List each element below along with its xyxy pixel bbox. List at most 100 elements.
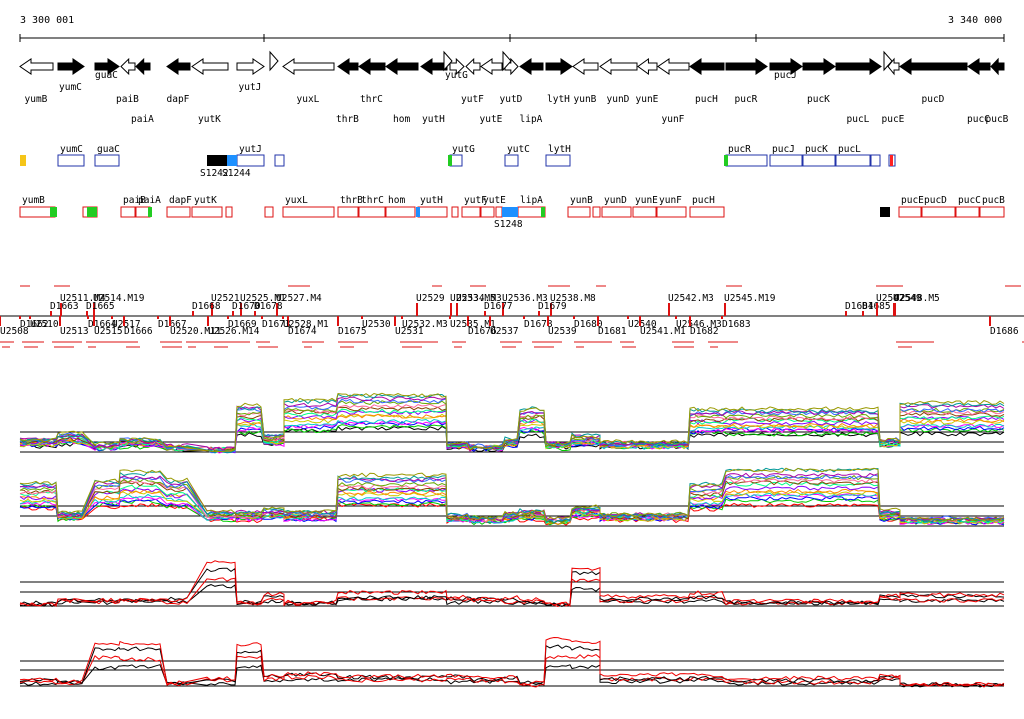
feature-label: U2510	[30, 319, 59, 330]
minus-box	[495, 206, 503, 218]
feature-label: U2542.M3	[668, 293, 714, 304]
plus-box-label: pucR	[728, 144, 751, 155]
minus-mark	[416, 207, 420, 217]
feature-label: D1665	[86, 301, 115, 312]
minus-box	[955, 206, 980, 218]
minus-box	[282, 206, 335, 218]
feature-label: U2531	[395, 326, 424, 337]
gene-label: yumC	[59, 82, 82, 93]
plus-box	[725, 154, 768, 167]
gene-label: pucE	[882, 114, 905, 125]
minus-box	[120, 206, 136, 218]
gene-arrow-yunF	[657, 58, 690, 75]
gene-arrow-yunB	[572, 58, 599, 75]
feature-label: U2535.M1	[450, 319, 496, 330]
expression-trace	[19, 392, 1005, 453]
ruler-start-label: 3 300 001	[20, 15, 74, 26]
minus-box-label: yunE	[635, 195, 658, 206]
plus-mark	[20, 155, 26, 166]
gene-label: pucB	[986, 114, 1009, 125]
feature-label: D1677	[484, 301, 513, 312]
minus-box-label: thrC	[361, 195, 384, 206]
gene-label: lipA	[520, 114, 543, 125]
plus-mark	[207, 155, 227, 166]
feature-label: U2514.M19	[93, 293, 145, 304]
plus-box	[57, 154, 85, 167]
feature-label: D1683	[722, 319, 751, 330]
strand-triangle-icon	[443, 50, 453, 72]
expression-trace	[19, 393, 1005, 454]
minus-box	[135, 206, 151, 218]
gene-arrow-lipA	[519, 58, 544, 75]
feature-label: D1664	[88, 319, 117, 330]
plus-box-label: guaC	[97, 144, 120, 155]
minus-box-label: yunB	[570, 195, 593, 206]
gene-arrow-lytH	[545, 58, 573, 75]
gene-arrow-pucH	[689, 58, 725, 75]
minus-box	[632, 206, 657, 218]
plus-box-label: lytH	[548, 144, 571, 155]
gene-arrow-paiB	[120, 57, 136, 76]
feature-label: D1678	[254, 301, 283, 312]
plus-box	[274, 154, 285, 167]
gene-label: yutH	[422, 114, 445, 125]
strand-triangle-icon	[269, 50, 279, 72]
minus-box-label: pucE	[901, 195, 924, 206]
plus-box-label: yumC	[60, 144, 83, 155]
minus-box	[225, 206, 233, 218]
gene-arrow-yutF	[465, 57, 481, 76]
feature-label: U2528.M1	[283, 319, 329, 330]
feature-label: D1668	[192, 301, 221, 312]
gene-label: thrB	[336, 114, 359, 125]
minus-mark	[50, 207, 57, 217]
minus-box	[461, 206, 481, 218]
plus-box-label: pucL	[838, 144, 861, 155]
minus-box	[689, 206, 725, 218]
minus-box	[191, 206, 223, 218]
gene-arrow-pucK	[802, 58, 836, 75]
minus-box-label: yunF	[659, 195, 682, 206]
gene-arrow-yutK	[191, 58, 229, 75]
feature-label: U2527.M4	[276, 293, 322, 304]
minus-box	[592, 206, 601, 218]
gene-label: thrC	[360, 94, 383, 105]
minus-box	[417, 206, 448, 218]
gene-label: pucC	[967, 114, 990, 125]
feature-label: U2548.M5	[894, 293, 940, 304]
feature-label: U2508	[0, 326, 29, 337]
feature-label: D1681	[598, 326, 627, 337]
minus-box-label: yumB	[22, 195, 45, 206]
gene-arrow-pucC	[967, 58, 991, 75]
minus-box	[517, 206, 546, 218]
plus-box	[504, 154, 519, 167]
plus-box-label: pucK	[805, 144, 828, 155]
feature-label: U2541.M1	[640, 326, 686, 337]
feature-label: D1679	[538, 301, 567, 312]
gene-label: yutJ	[239, 82, 262, 93]
plus-mark	[724, 155, 728, 166]
gene-arrow-guaC	[94, 58, 120, 75]
gene-arrow-yunD	[599, 58, 638, 75]
plus-box-label: pucJ	[772, 144, 795, 155]
feature-label: U2521	[211, 293, 240, 304]
minus-mark	[87, 207, 97, 217]
feature-label: U2513	[60, 326, 89, 337]
minus-box-label: yutK	[194, 195, 217, 206]
plus-mark	[448, 155, 452, 166]
gene-arrow-thrB	[337, 58, 359, 75]
minus-box-label: pucH	[692, 195, 715, 206]
minus-box	[19, 206, 56, 218]
feature-label: D1682	[690, 326, 719, 337]
plus-box	[94, 154, 120, 167]
expression-trace	[19, 403, 1005, 451]
minus-box	[921, 206, 956, 218]
minus-box	[264, 206, 274, 218]
gene-label: yuxL	[297, 94, 320, 105]
feature-label: U2526.M14	[208, 326, 260, 337]
feature-label: D1662	[20, 319, 49, 330]
minus-box	[567, 206, 591, 218]
gene-arrow-pucR	[725, 58, 768, 75]
gene-label: yunB	[574, 94, 597, 105]
